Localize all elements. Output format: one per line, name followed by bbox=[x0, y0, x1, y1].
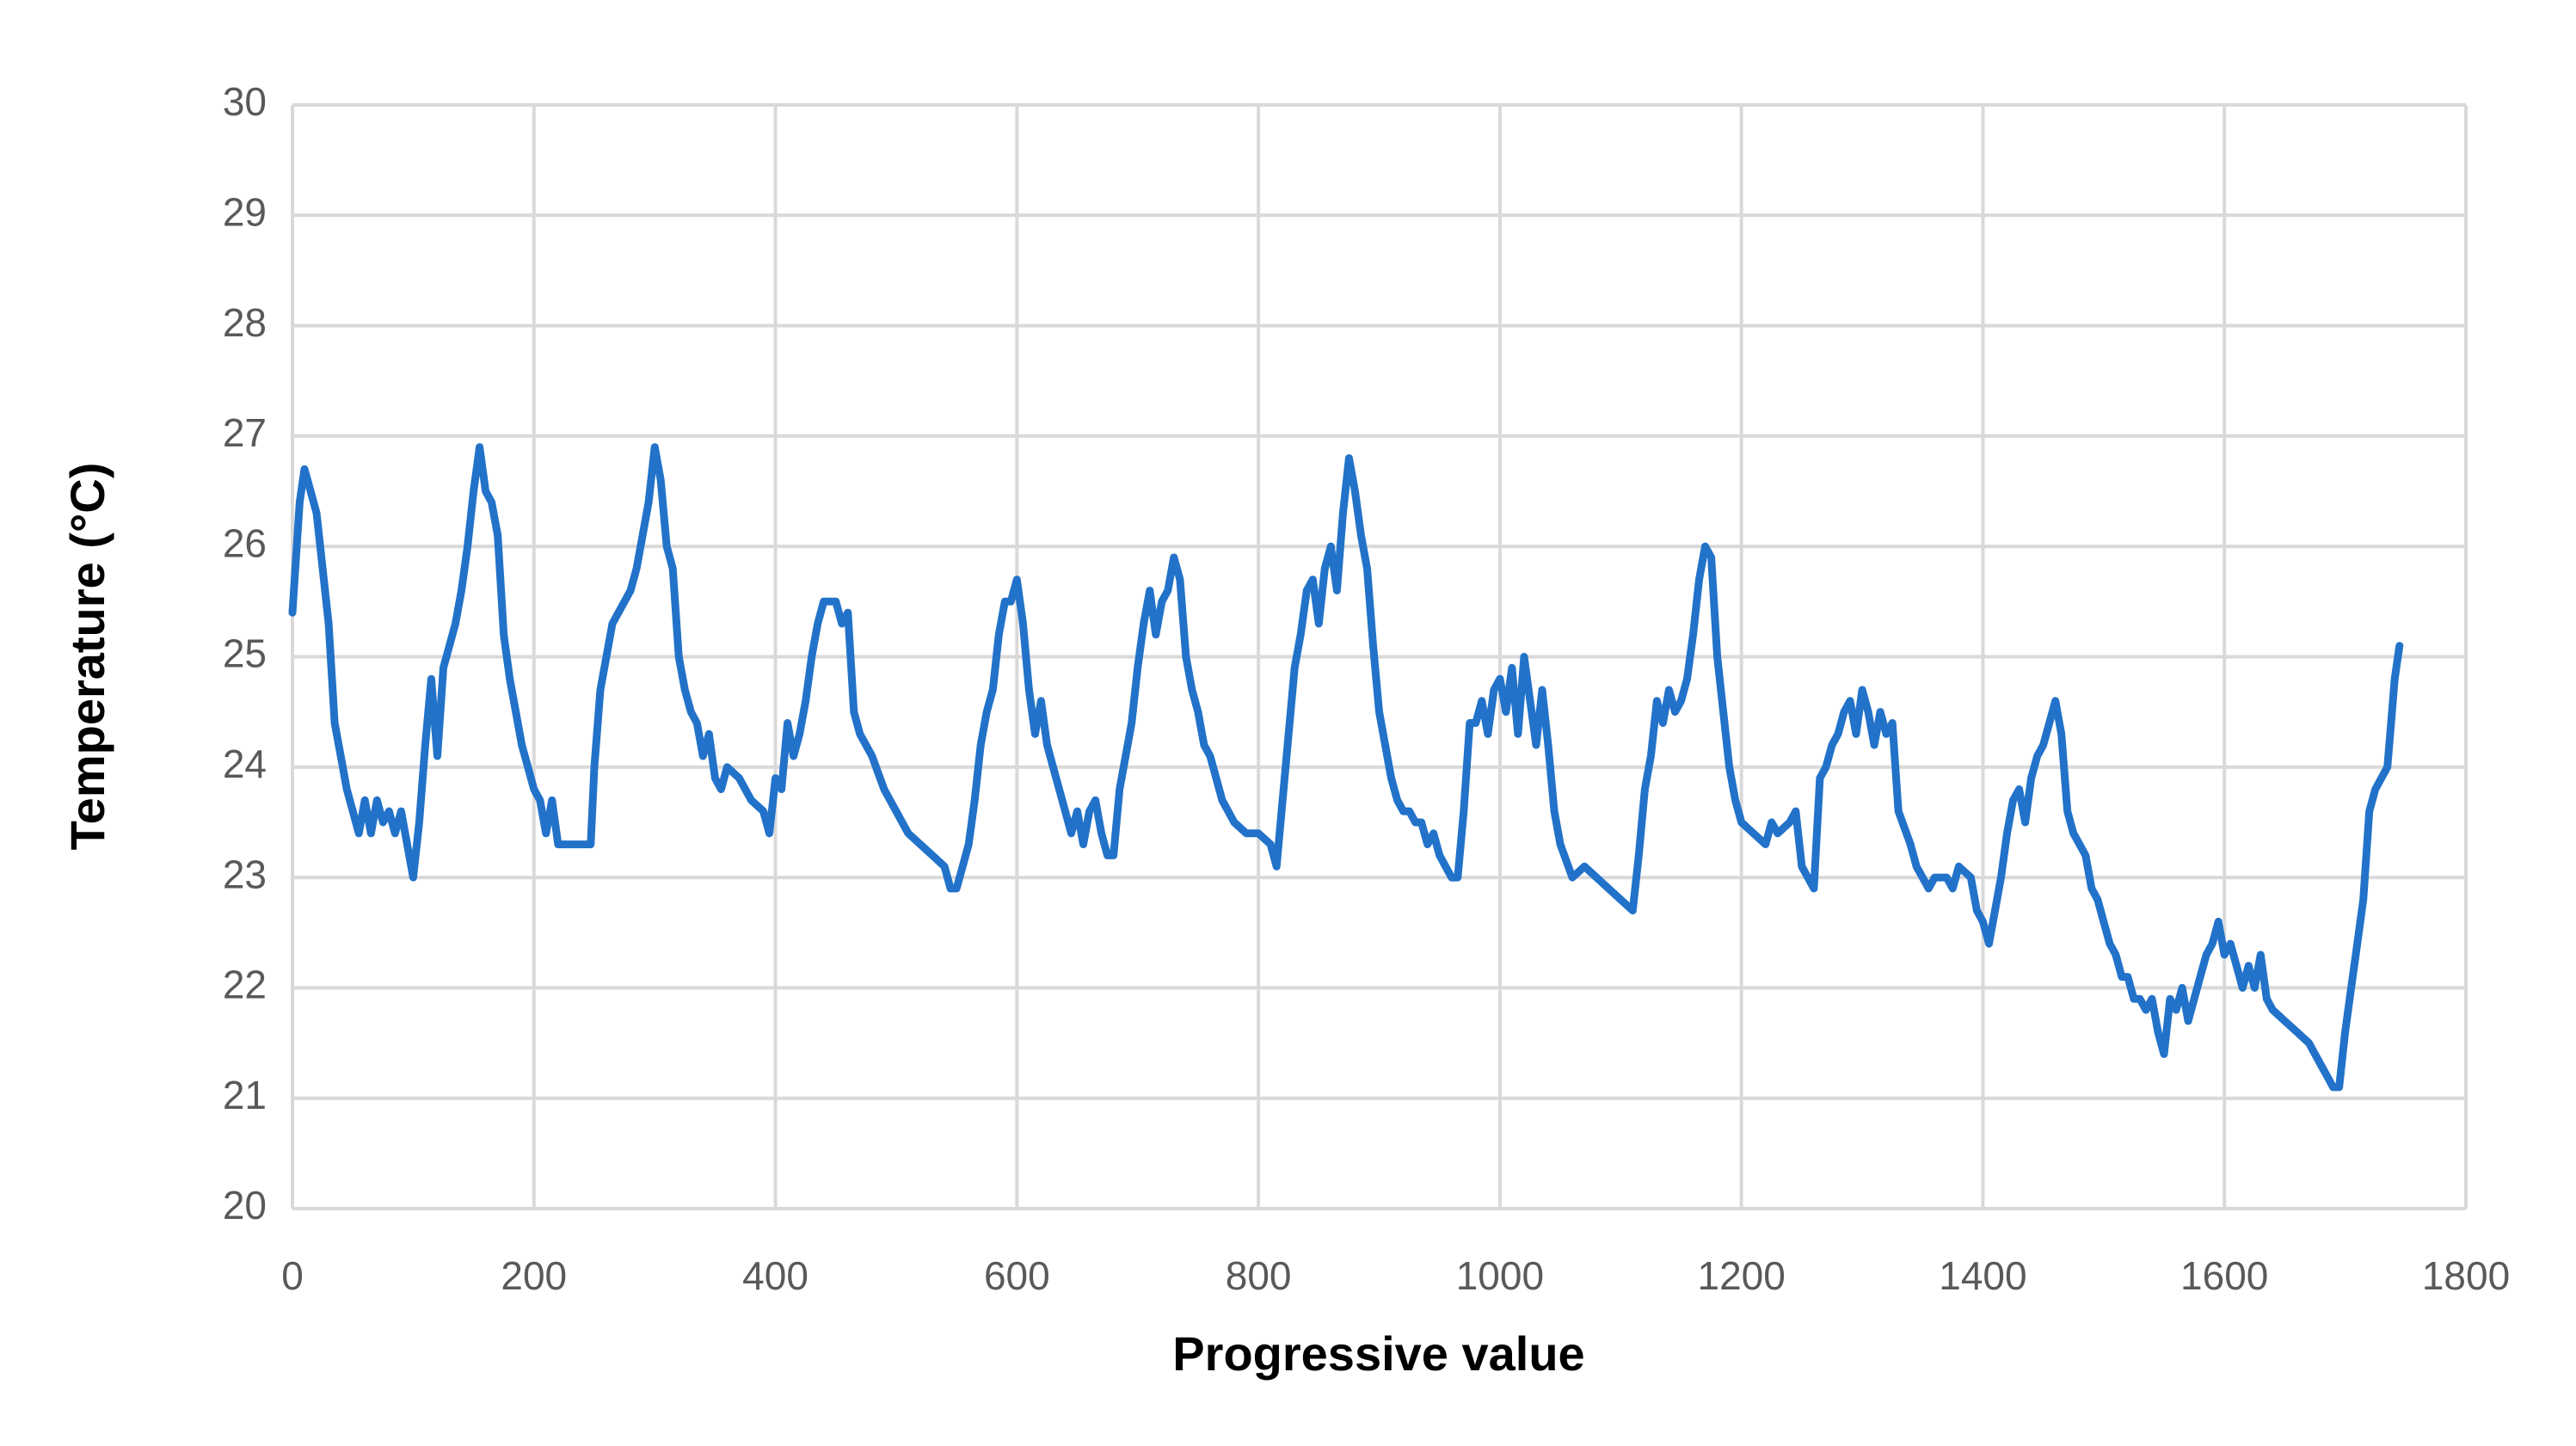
y-tick-label: 25 bbox=[223, 631, 267, 676]
y-tick-label: 30 bbox=[223, 79, 267, 124]
y-tick-label: 29 bbox=[223, 189, 267, 234]
x-axis-title: Progressive value bbox=[1172, 1326, 1584, 1381]
x-tick-label: 400 bbox=[742, 1253, 808, 1298]
x-tick-label: 1000 bbox=[1456, 1253, 1544, 1298]
x-tick-label: 600 bbox=[984, 1253, 1050, 1298]
y-axis-title: Temperature (°C) bbox=[60, 463, 114, 851]
data-line bbox=[288, 443, 2404, 1092]
x-tick-label: 1400 bbox=[1939, 1253, 2026, 1298]
y-tick-label: 27 bbox=[223, 410, 267, 455]
x-tick-label: 800 bbox=[1226, 1253, 1292, 1298]
x-tick-label: 0 bbox=[281, 1253, 304, 1298]
y-tick-label: 20 bbox=[223, 1183, 267, 1228]
y-tick-label: 24 bbox=[223, 741, 267, 786]
x-tick-label: 200 bbox=[501, 1253, 567, 1298]
y-tick-label: 22 bbox=[223, 963, 267, 1007]
y-tick-label: 23 bbox=[223, 852, 267, 896]
x-tick-label: 1800 bbox=[2422, 1253, 2510, 1298]
x-tick-label: 1200 bbox=[1697, 1253, 1785, 1298]
x-tick-label: 1600 bbox=[2180, 1253, 2268, 1298]
y-tick-label: 26 bbox=[223, 520, 267, 565]
y-tick-label: 28 bbox=[223, 300, 267, 345]
y-tick-label: 21 bbox=[223, 1073, 267, 1117]
